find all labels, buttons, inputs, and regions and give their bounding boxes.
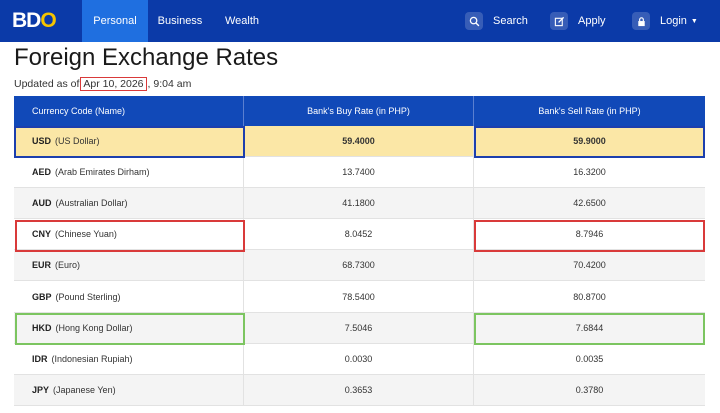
table-row: IDR (Indonesian Rupiah) 0.0030 0.0035 xyxy=(14,343,705,375)
buy-rate: 68.7300 xyxy=(244,250,474,281)
currency-code: CNY xyxy=(32,229,52,240)
currency-code: JPY xyxy=(32,384,50,395)
exchange-rates-table: Currency Code (Name) Bank's Buy Rate (in… xyxy=(14,96,705,406)
sell-rate: 16.3200 xyxy=(573,167,606,178)
sell-rate: 7.6844 xyxy=(575,322,604,333)
table-row: USD (US Dollar) 59.4000 59.9000 xyxy=(14,126,705,158)
edit-icon xyxy=(550,12,568,30)
search-icon xyxy=(465,12,483,30)
buy-rate: 59.4000 xyxy=(244,126,474,157)
currency-name: (US Dollar) xyxy=(55,136,100,147)
currency-name: (Japanese Yen) xyxy=(53,384,116,395)
login-button[interactable]: Login ▼ xyxy=(632,0,698,42)
nav-wealth[interactable]: Wealth xyxy=(224,15,260,27)
currency-name: (Pound Sterling) xyxy=(55,291,121,302)
updated-date: Apr 10, 2026 xyxy=(80,77,147,91)
column-header-sell-rate: Bank's Sell Rate (in PHP) xyxy=(538,106,641,116)
currency-name: (Hong Kong Dollar) xyxy=(55,322,133,333)
table-row: JPY (Japanese Yen) 0.3653 0.3780 xyxy=(14,374,705,406)
currency-code: AUD xyxy=(32,198,52,209)
sell-rate: 0.3780 xyxy=(575,384,604,395)
currency-name: (Indonesian Rupiah) xyxy=(51,353,133,364)
buy-rate: 0.3653 xyxy=(244,374,474,405)
chevron-down-icon: ▼ xyxy=(690,17,698,25)
currency-code: HKD xyxy=(32,322,52,333)
nav-business[interactable]: Business xyxy=(157,15,203,27)
column-header-currency: Currency Code (Name) xyxy=(14,96,244,126)
table-row: GBP (Pound Sterling) 78.5400 80.8700 xyxy=(14,281,705,313)
table-row: AUD (Australian Dollar) 41.1800 42.6500 xyxy=(14,188,705,220)
currency-name: (Arab Emirates Dirham) xyxy=(55,167,150,178)
currency-code: EUR xyxy=(32,260,52,271)
page-title: Foreign Exchange Rates xyxy=(14,44,279,71)
sell-rate: 59.9000 xyxy=(573,136,606,147)
sell-rate: 0.0035 xyxy=(575,353,604,364)
table-row: CNY (Chinese Yuan) 8.0452 8.7946 xyxy=(14,219,705,251)
lock-icon xyxy=(632,12,650,30)
table-row: AED (Arab Emirates Dirham) 13.7400 16.320… xyxy=(14,157,705,189)
currency-name: (Australian Dollar) xyxy=(55,198,128,209)
buy-rate: 0.0030 xyxy=(244,343,474,374)
buy-rate: 8.0452 xyxy=(244,219,474,250)
buy-rate: 41.1800 xyxy=(244,188,474,219)
currency-code: USD xyxy=(32,136,52,147)
buy-rate: 13.7400 xyxy=(244,157,474,188)
sell-rate: 80.8700 xyxy=(573,291,606,302)
table-row: HKD (Hong Kong Dollar) 7.5046 7.6844 xyxy=(14,312,705,344)
currency-code: IDR xyxy=(32,353,48,364)
buy-rate: 7.5046 xyxy=(244,312,474,343)
currency-name: (Euro) xyxy=(55,260,81,271)
table-header: Currency Code (Name) Bank's Buy Rate (in… xyxy=(14,96,705,126)
search-button[interactable]: Search xyxy=(465,0,528,42)
currency-name: (Chinese Yuan) xyxy=(55,229,117,240)
updated-timestamp: Updated as of Apr 10, 2026, 9:04 am xyxy=(14,77,192,91)
nav-personal[interactable]: Personal xyxy=(82,0,148,42)
currency-code: GBP xyxy=(32,291,52,302)
top-navigation-bar: BDO Personal Business Wealth Search Appl… xyxy=(0,0,720,42)
sell-rate: 8.7946 xyxy=(575,229,604,240)
sell-rate: 42.6500 xyxy=(573,198,606,209)
bdo-logo[interactable]: BDO xyxy=(12,9,57,32)
table-row: EUR (Euro) 68.7300 70.4200 xyxy=(14,250,705,282)
buy-rate: 78.5400 xyxy=(244,281,474,312)
column-header-buy-rate: Bank's Buy Rate (in PHP) xyxy=(244,96,474,126)
currency-code: AED xyxy=(32,167,52,178)
apply-button[interactable]: Apply xyxy=(550,0,606,42)
sell-rate: 70.4200 xyxy=(573,260,606,271)
